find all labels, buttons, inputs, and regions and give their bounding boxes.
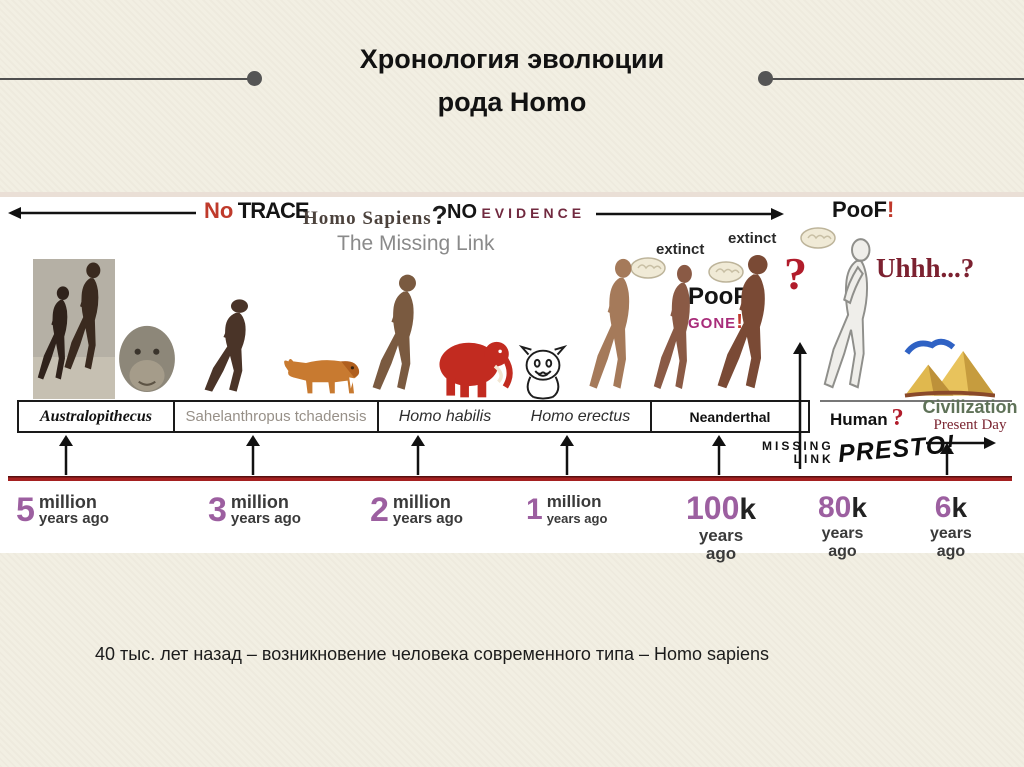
missing-link-title: The Missing Link [337, 232, 495, 255]
species-sahelanthropus: Sahelanthropus tchadensis [175, 402, 379, 431]
time-label-1m: 1 million years ago [526, 492, 608, 527]
homo-habilis-figure [372, 274, 416, 390]
neanderthal-figure [653, 264, 692, 390]
no-trace-no: No [204, 198, 234, 223]
homo-erectus-figure [589, 258, 632, 389]
time-label-3m: 3 million years ago [208, 491, 301, 529]
species-neanderthal: Neanderthal [689, 408, 771, 425]
sahelanthropus-figure [204, 299, 248, 392]
evolution-cartoon-panel: No TRACE Homo Sapiens? NO EVIDENCE The M… [0, 192, 1024, 563]
species-label-band: Australopithecus Sahelanthropus tchadens… [17, 400, 810, 433]
time-label-100k: 100k years ago [686, 490, 757, 563]
big-question-mark: ? [784, 248, 807, 299]
title-rule-left [0, 78, 248, 80]
species-human: Human? [830, 405, 904, 431]
neanderthal-figure [717, 254, 768, 389]
species-homo-habilis: Homo habilis [398, 407, 492, 425]
present-day-arrow-icon [926, 437, 996, 449]
band-extension-rule [820, 400, 1012, 402]
uhhh-label: Uhhh...? [876, 253, 975, 283]
time-label-5m: 5 million years ago [16, 491, 109, 529]
time-label-80k: 80k years ago [818, 491, 867, 560]
time-label-6k: 6k years ago [930, 491, 972, 560]
up-arrow-icon [712, 435, 726, 475]
no-trace-label: No TRACE [204, 198, 310, 224]
up-arrow-icon [560, 435, 574, 475]
slide-title-line2: рода Homo [437, 87, 587, 117]
title-rule-left-dot [247, 71, 262, 86]
saber-cat-figure [284, 359, 360, 394]
up-arrow-icon [246, 435, 260, 475]
human-sketch-figure [823, 238, 871, 389]
poof-gone-label: PooF GONE! [688, 283, 748, 333]
mammoth-figure [439, 341, 513, 398]
slide-caption: 40 тыс. лет назад – возникновение челове… [95, 644, 770, 664]
pyramids-figure [904, 338, 995, 398]
missing-link-up-arrow-icon [793, 342, 807, 469]
timeline-bar [8, 476, 1012, 481]
presto-label: PRESTO! [836, 429, 957, 469]
up-arrow-icon [940, 443, 954, 475]
homo-sapiens-question: ? [431, 200, 448, 230]
right-arrow-icon [596, 208, 784, 220]
up-arrow-icon [411, 435, 425, 475]
title-rule-right [772, 78, 1024, 80]
left-arrow-icon [8, 207, 196, 219]
extinct-label-left: extinct [656, 241, 705, 258]
species-homo-erectus: Homo erectus [530, 407, 631, 425]
title-rule-right-dot [758, 71, 773, 86]
poof-top-label: PooF! [832, 197, 895, 222]
species-habilis-erectus: Homo habilis Homo erectus [379, 402, 652, 431]
time-label-2m: 2 million years ago [370, 491, 463, 529]
australopithecus-photo-figure [33, 259, 115, 399]
civilization-label: Civilization Present Day [922, 397, 1018, 434]
species-australopithecus: Australopithecus [19, 402, 175, 431]
extinct-label-right: extinct [728, 230, 777, 247]
chimp-head-figure [119, 325, 175, 392]
no-trace-trace: TRACE [237, 198, 310, 223]
up-arrow-icon [59, 435, 73, 475]
homo-sapiens-label: Homo Sapiens? [303, 200, 448, 230]
no-evidence-label: NO EVIDENCE [447, 201, 586, 223]
slide-title-line1: Хронология эволюции [359, 44, 665, 74]
slide-title: Хронология эволюции рода Homo [0, 38, 1024, 124]
missing-link-small-label: MISSING LINK [762, 439, 834, 466]
bulldog-cartoon-figure [518, 344, 568, 400]
